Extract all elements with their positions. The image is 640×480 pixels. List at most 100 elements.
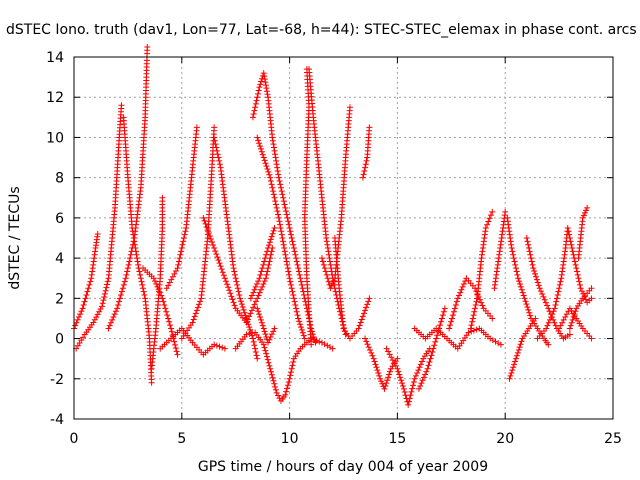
data-point <box>278 188 285 195</box>
data-point <box>230 265 237 272</box>
data-point <box>119 285 126 292</box>
plot-frame <box>73 56 614 420</box>
data-point <box>451 305 458 312</box>
data-point <box>136 268 143 275</box>
data-point <box>263 353 270 360</box>
data-point <box>295 265 302 272</box>
data-point <box>513 268 520 275</box>
data-point <box>433 335 440 342</box>
data-point <box>432 338 439 345</box>
data-point <box>410 379 417 386</box>
data-point <box>366 295 373 302</box>
data-point <box>251 342 258 349</box>
data-point <box>263 88 270 95</box>
data-point <box>270 227 277 234</box>
data-point <box>579 214 586 221</box>
data-point <box>271 147 278 154</box>
data-point <box>82 295 89 302</box>
data-point <box>465 329 472 336</box>
data-point <box>448 318 455 325</box>
data-point <box>206 232 213 239</box>
data-point <box>588 285 595 292</box>
data-point <box>254 305 261 312</box>
data-point <box>458 286 465 293</box>
data-point <box>87 278 94 285</box>
data-point <box>507 372 514 379</box>
data-point <box>137 275 144 282</box>
data-point <box>258 78 265 85</box>
data-point <box>580 212 587 219</box>
data-point <box>362 307 369 314</box>
data-point <box>254 355 261 362</box>
data-point <box>250 338 257 345</box>
data-point <box>130 235 137 241</box>
x-axis-label: GPS time / hours of day 004 of year 2009 <box>198 459 488 475</box>
data-point <box>104 281 111 288</box>
data-point <box>568 319 575 326</box>
data-point <box>296 318 303 325</box>
data-point <box>277 221 284 228</box>
data-point <box>133 251 140 258</box>
data-point <box>273 204 280 211</box>
data-point <box>327 285 334 292</box>
data-point <box>241 309 248 316</box>
data-point <box>382 382 389 389</box>
data-point <box>566 331 573 338</box>
data-point <box>282 391 289 398</box>
data-point <box>289 362 296 369</box>
data-point <box>103 284 110 291</box>
data-point <box>230 299 237 306</box>
data-point <box>569 245 576 252</box>
data-point <box>283 208 290 215</box>
data-point <box>265 261 272 268</box>
data-point <box>266 239 273 246</box>
data-point <box>253 97 260 104</box>
data-point <box>190 316 197 323</box>
data-point <box>549 311 556 318</box>
data-point <box>115 302 122 309</box>
data-point <box>211 341 218 348</box>
data-point <box>75 314 82 321</box>
data-point <box>324 245 331 252</box>
data-point <box>576 281 583 288</box>
data-point <box>292 302 299 309</box>
data-point <box>327 258 334 265</box>
data-point <box>484 221 491 228</box>
data-point <box>399 380 406 387</box>
data-point <box>276 218 283 225</box>
data-point <box>431 342 438 349</box>
data-point <box>267 178 274 185</box>
data-point <box>265 245 272 252</box>
data-point <box>543 325 550 332</box>
data-point <box>270 328 277 335</box>
data-point <box>291 298 298 305</box>
data-point <box>512 358 519 365</box>
data-point <box>120 281 127 288</box>
data-point <box>376 372 383 379</box>
data-point <box>125 261 132 268</box>
data-point <box>355 325 362 332</box>
data-point <box>254 134 261 141</box>
data-point <box>211 124 218 131</box>
data-point <box>298 278 305 285</box>
data-point <box>398 377 405 384</box>
data-point <box>254 90 261 97</box>
data-point <box>256 289 263 296</box>
data-point <box>265 168 272 175</box>
data-point <box>362 161 369 168</box>
data-point <box>166 318 173 325</box>
data-point <box>252 104 259 111</box>
data-point <box>320 261 327 268</box>
data-point <box>394 365 401 372</box>
data-point <box>527 312 534 319</box>
data-point <box>546 316 553 323</box>
x-tick-label: 25 <box>604 431 622 447</box>
data-point <box>497 341 504 348</box>
data-point <box>478 299 485 306</box>
data-point <box>121 278 128 285</box>
data-point <box>437 322 444 329</box>
data-point <box>271 224 278 231</box>
data-point <box>275 214 282 221</box>
data-point <box>293 255 300 262</box>
data-point <box>576 278 583 285</box>
